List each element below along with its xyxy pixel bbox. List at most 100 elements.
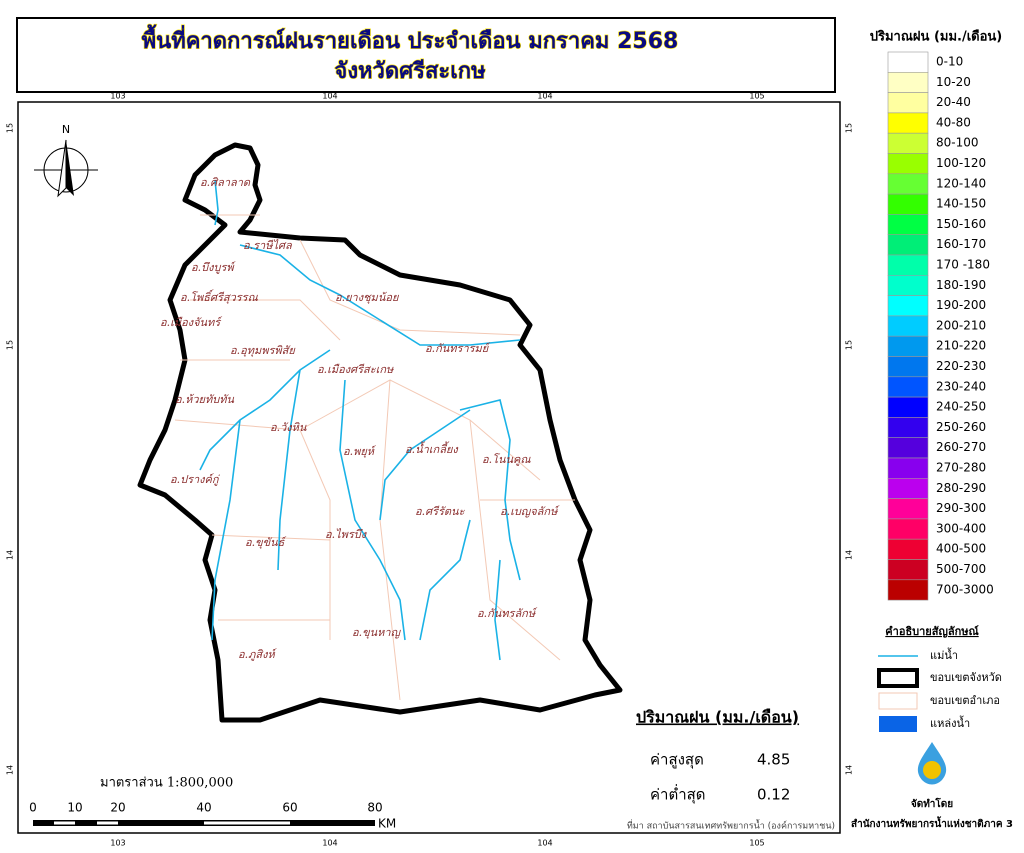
district-label: อ.เบญจลักษ์ xyxy=(500,505,561,518)
legend-label: 240-250 xyxy=(936,400,986,414)
legend-label: 180-190 xyxy=(936,278,986,292)
coord-label: 15 xyxy=(845,123,854,133)
coord-label: 104 xyxy=(537,92,552,101)
legend-swatch xyxy=(887,193,929,215)
legend-swatch xyxy=(887,153,929,175)
legend-label: 220-230 xyxy=(936,359,986,373)
coord-label: 103 xyxy=(110,839,125,848)
district-label: อ.ภูสิงห์ xyxy=(238,648,278,661)
legend-swatch xyxy=(887,356,929,378)
stats-max: 4.85 xyxy=(757,751,790,769)
legend-swatch xyxy=(887,335,929,357)
credit-agency: สำนักงานทรัพยากรน้ำแห่งชาติภาค 3 xyxy=(851,816,1013,830)
legend-swatch xyxy=(887,559,929,581)
district-label: อ.ขุขันธ์ xyxy=(245,536,287,549)
legend-swatch xyxy=(887,579,929,601)
legend-swatch xyxy=(887,214,929,235)
legend-label: 230-240 xyxy=(936,379,986,393)
coord-label: 15 xyxy=(845,340,854,350)
legend-label: 700-3000 xyxy=(936,582,994,596)
coord-label: 14 xyxy=(845,550,854,560)
legend-label: 0-10 xyxy=(936,55,963,69)
legend-swatch xyxy=(887,376,929,398)
district-label: อ.พยุห์ xyxy=(343,445,377,458)
coord-label: 14 xyxy=(6,765,15,775)
legend-swatch xyxy=(887,254,929,276)
scale-label: 60 xyxy=(282,801,297,815)
legend-label: 40-80 xyxy=(936,115,971,129)
symbol-legend: แม่น้ำ ขอบเขตจังหวัด ขอบเขตอำเภอ แหล่งน้… xyxy=(877,647,1002,732)
rain-legend: 0-10 10-20 20-40 40-80 80-100 100-120 120-140 1… xyxy=(887,51,994,601)
north-label: N xyxy=(62,123,70,136)
legend-label: 210-220 xyxy=(936,339,986,353)
legend-swatch xyxy=(887,518,929,540)
stats-min: 0.12 xyxy=(757,786,790,804)
legend-label: 10-20 xyxy=(936,75,971,89)
coord-label: 105 xyxy=(749,92,764,101)
scale-text: มาตราส่วน 1:800,000 xyxy=(100,776,233,791)
district-label: อ.ศรีรัตนะ xyxy=(415,505,466,518)
legend-swatch xyxy=(887,457,929,479)
stats-title: ปริมาณฝน (มม./เดือน) xyxy=(636,708,799,727)
legend-swatch xyxy=(887,396,929,418)
district-label: อ.เมืองจันทร์ xyxy=(160,316,223,329)
legend-label: 150-160 xyxy=(936,217,986,231)
legend-label: 260-270 xyxy=(936,440,986,454)
subtitle: จังหวัดศรีสะเกษ xyxy=(334,59,486,84)
symbol-legend-title: คำอธิบายสัญลักษณ์ xyxy=(885,625,979,638)
symbol-label: ขอบเขตอำเภอ xyxy=(930,694,1000,707)
scale-unit: KM xyxy=(378,817,396,831)
district-label: อ.เมืองศรีสะเกษ xyxy=(317,363,394,376)
legend-label: 20-40 xyxy=(936,95,971,109)
coord-label: 104 xyxy=(537,839,552,848)
coord-label: 105 xyxy=(749,839,764,848)
legend-label: 140-150 xyxy=(936,197,986,211)
legend-swatch xyxy=(887,173,929,195)
legend-label: 100-120 xyxy=(936,156,986,170)
district-label: อ.ศิลาลาด xyxy=(200,176,251,189)
legend-label: 200-210 xyxy=(936,318,986,332)
coord-label: 104 xyxy=(322,92,337,101)
district-label: อ.โนนคูณ xyxy=(482,453,531,466)
title-box xyxy=(16,17,836,93)
legend-label: 290-300 xyxy=(936,501,986,515)
scale-label: 80 xyxy=(367,801,382,815)
legend-swatch xyxy=(887,498,929,520)
legend-label: 160-170 xyxy=(936,237,986,251)
coord-label: 14 xyxy=(845,765,854,775)
district-label: อ.อุทุมพรพิสัย xyxy=(230,344,296,357)
title: พื้นที่คาดการณ์ฝนรายเดือน ประจำเดือน มกร… xyxy=(142,24,679,54)
district-label: อ.กันทรลักษ์ xyxy=(477,607,538,620)
legend-swatch xyxy=(887,234,929,256)
stats-max-label: ค่าสูงสุด xyxy=(650,751,704,770)
coord-label: 15 xyxy=(6,340,15,350)
district-label: อ.ไพรบึง xyxy=(325,528,368,541)
legend-label: 250-260 xyxy=(936,420,986,434)
coord-ticks: 103 104 104 105 103 104 104 105 15 15 14… xyxy=(6,92,854,848)
district-label: อ.โพธิ์ศรีสุวรรณ xyxy=(180,289,259,304)
district-label: อ.ห้วยทับทัน xyxy=(175,393,234,406)
district-label: อ.น้ำเกลี้ยง xyxy=(405,441,459,456)
symbol-label: แหล่งน้ำ xyxy=(930,715,970,730)
legend-swatch xyxy=(887,295,929,317)
legend-label: 500-700 xyxy=(936,562,986,576)
credit-label: จัดทำโดย xyxy=(911,797,953,810)
north-arrow: N xyxy=(34,123,98,198)
rivers xyxy=(199,179,521,661)
legend-label: 170 -180 xyxy=(936,258,990,272)
legend-label: 120-140 xyxy=(936,176,986,190)
legend-swatch xyxy=(887,417,929,438)
coord-label: 104 xyxy=(322,839,337,848)
scale-bar: 0 10 20 40 60 80 KM xyxy=(29,801,396,831)
legend-label: 190-200 xyxy=(936,298,986,312)
province-boundary xyxy=(137,142,623,723)
symbol-label: ขอบเขตจังหวัด xyxy=(930,671,1002,684)
legend-swatch xyxy=(887,538,929,560)
scale-label: 40 xyxy=(196,801,211,815)
legend-label: 300-400 xyxy=(936,521,986,535)
scale-label: 10 xyxy=(67,801,82,815)
scale-label: 20 xyxy=(110,801,125,815)
legend-label: 270-280 xyxy=(936,461,986,475)
district-label: อ.ราษีไศล xyxy=(243,239,293,252)
